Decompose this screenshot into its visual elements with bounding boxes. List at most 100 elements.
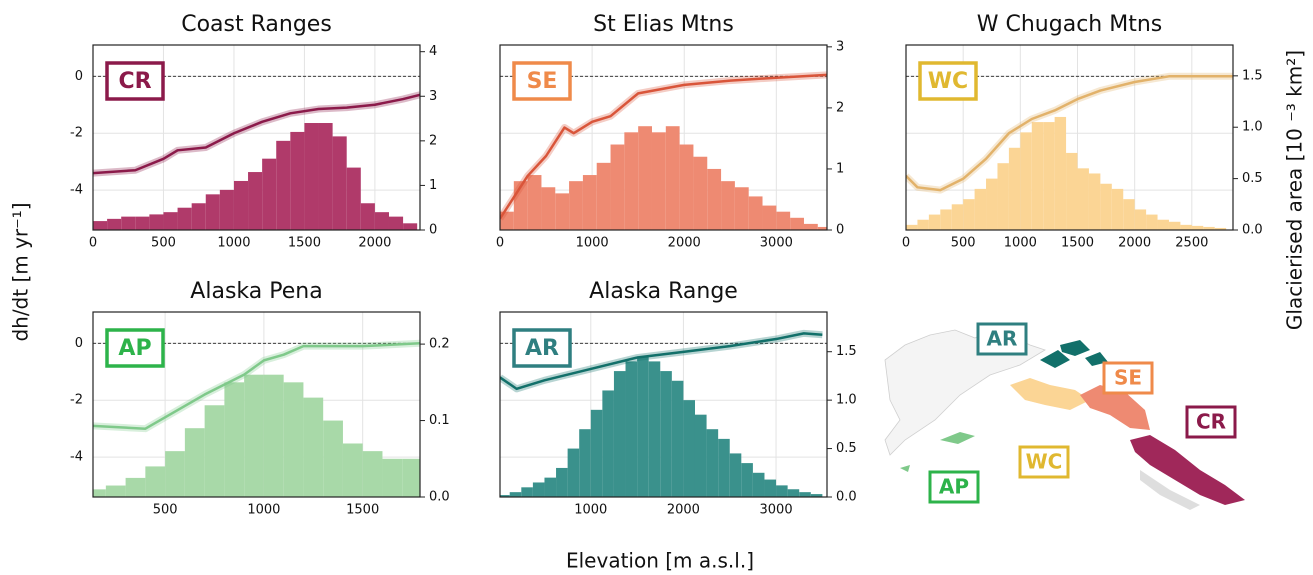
hist-bar <box>244 374 264 497</box>
y-tick-label: 0 <box>75 336 83 351</box>
y2-tick-label: 2 <box>836 100 844 115</box>
hist-bar <box>1077 168 1089 230</box>
hist-bar <box>906 224 918 230</box>
hist-bar <box>93 489 106 497</box>
y2-tick-label: 4 <box>429 44 437 59</box>
hist-bar <box>790 217 804 230</box>
hist-bar <box>125 477 146 497</box>
hist-bar <box>360 203 375 230</box>
x-tick-label: 500 <box>151 236 176 251</box>
map <box>884 329 1245 510</box>
hist-bar <box>527 175 542 230</box>
hist-bar <box>262 158 277 230</box>
hist-bar <box>521 487 533 497</box>
hist-bar <box>555 193 570 230</box>
hist-bar <box>997 163 1009 230</box>
hist-bar <box>1088 173 1101 230</box>
hist-bar <box>625 361 638 497</box>
y-tick-label: -4 <box>70 450 83 465</box>
y2-tick-label: 1.5 <box>836 344 857 359</box>
hist-bar <box>951 204 964 230</box>
badge-box <box>105 61 165 101</box>
y-tick-label: 0 <box>75 69 83 84</box>
hist-bar <box>323 420 343 497</box>
hist-bar <box>165 451 185 497</box>
plot-frame <box>92 311 421 498</box>
histogram <box>93 123 418 230</box>
hist-bar <box>1157 219 1169 230</box>
hist-bar <box>762 205 777 230</box>
badge-label: SE <box>527 69 558 94</box>
hist-bar <box>402 458 420 497</box>
hist-bar <box>660 371 672 497</box>
panel: Coast Ranges 0 500 1000 1500 2000 -4 -2 0 0 1 2 3 4 CR <box>70 12 437 251</box>
map-label-box <box>1102 361 1154 395</box>
x-tick-label: 1500 <box>346 503 379 518</box>
hist-bar <box>651 132 666 230</box>
hist-bar <box>582 175 597 230</box>
hist-bar <box>388 216 404 230</box>
hist-bar <box>610 144 625 230</box>
panel-title: Coast Ranges <box>181 12 332 37</box>
map-coast <box>1140 470 1200 510</box>
hist-bar <box>346 167 361 230</box>
histogram <box>93 374 420 497</box>
hist-bar <box>624 132 639 230</box>
hist-bar <box>748 196 763 230</box>
x-tick-label: 1000 <box>574 503 607 518</box>
panel: St Elias Mtns 0 1000 2000 3000 0 1 2 3 SE <box>496 12 844 251</box>
line <box>906 75 1233 192</box>
hist-bar <box>1043 122 1055 230</box>
panel: Alaska Pena 500 1000 1500 -4 -2 0 0.0 0.1 0.2 AP <box>70 279 450 518</box>
hist-bar <box>1214 227 1227 230</box>
panel-title: W Chugach Mtns <box>977 12 1163 37</box>
hist-bar <box>729 453 742 497</box>
hist-bar <box>276 140 291 230</box>
hist-bar <box>224 382 245 497</box>
y2-tick-label: 1.0 <box>836 393 857 408</box>
x-tick-label: 0 <box>89 236 97 251</box>
map-label: SE <box>1114 366 1142 390</box>
line <box>93 342 420 430</box>
y2-tick-label: 1.0 <box>1242 120 1263 135</box>
x-tick-label: 1000 <box>247 503 280 518</box>
lines <box>906 72 1233 194</box>
hist-bar <box>917 219 929 230</box>
x-tick-label: 1500 <box>1061 236 1094 251</box>
map-region-ar <box>1040 340 1108 368</box>
map-region-ap <box>900 432 975 472</box>
hist-bar <box>734 187 749 230</box>
line <box>93 93 420 175</box>
hist-bar <box>145 466 166 497</box>
hist-bar <box>532 482 545 497</box>
hist-bar <box>803 223 818 230</box>
panel: W Chugach Mtns 0 500 1000 1500 2000 2500 0.0 0.5… <box>902 12 1263 251</box>
x-tick-label: 2000 <box>667 503 700 518</box>
y2-axis-label: Glacierised area [10 ⁻³ km²] <box>1283 50 1307 330</box>
y-axis-label: dh/dt [m yr⁻¹] <box>9 202 33 341</box>
hist-bar <box>683 400 695 497</box>
y2-tick-label: 2 <box>429 133 437 148</box>
hist-bar <box>1066 152 1078 230</box>
hist-bar <box>963 199 975 230</box>
y2-tick-label: 0.0 <box>836 490 857 505</box>
badge-box <box>512 61 572 101</box>
hist-bar <box>1008 147 1021 230</box>
hist-bar <box>541 187 556 230</box>
lines <box>93 91 420 177</box>
x-tick-label: 2000 <box>1118 236 1151 251</box>
hist-bar <box>303 397 324 497</box>
hist-bar <box>579 429 591 497</box>
hist-bar <box>776 485 788 497</box>
lines <box>93 339 420 433</box>
hist-bar <box>509 492 522 497</box>
y2-tick-label: 3 <box>429 89 437 104</box>
hist-bar <box>648 361 661 497</box>
hist-bar <box>741 463 753 497</box>
hist-bar <box>290 131 305 230</box>
hist-bar <box>1134 209 1147 230</box>
hist-bar <box>602 390 614 497</box>
map-label: AR <box>987 327 1018 351</box>
hist-bar <box>556 467 568 497</box>
hist-bar <box>544 477 557 497</box>
